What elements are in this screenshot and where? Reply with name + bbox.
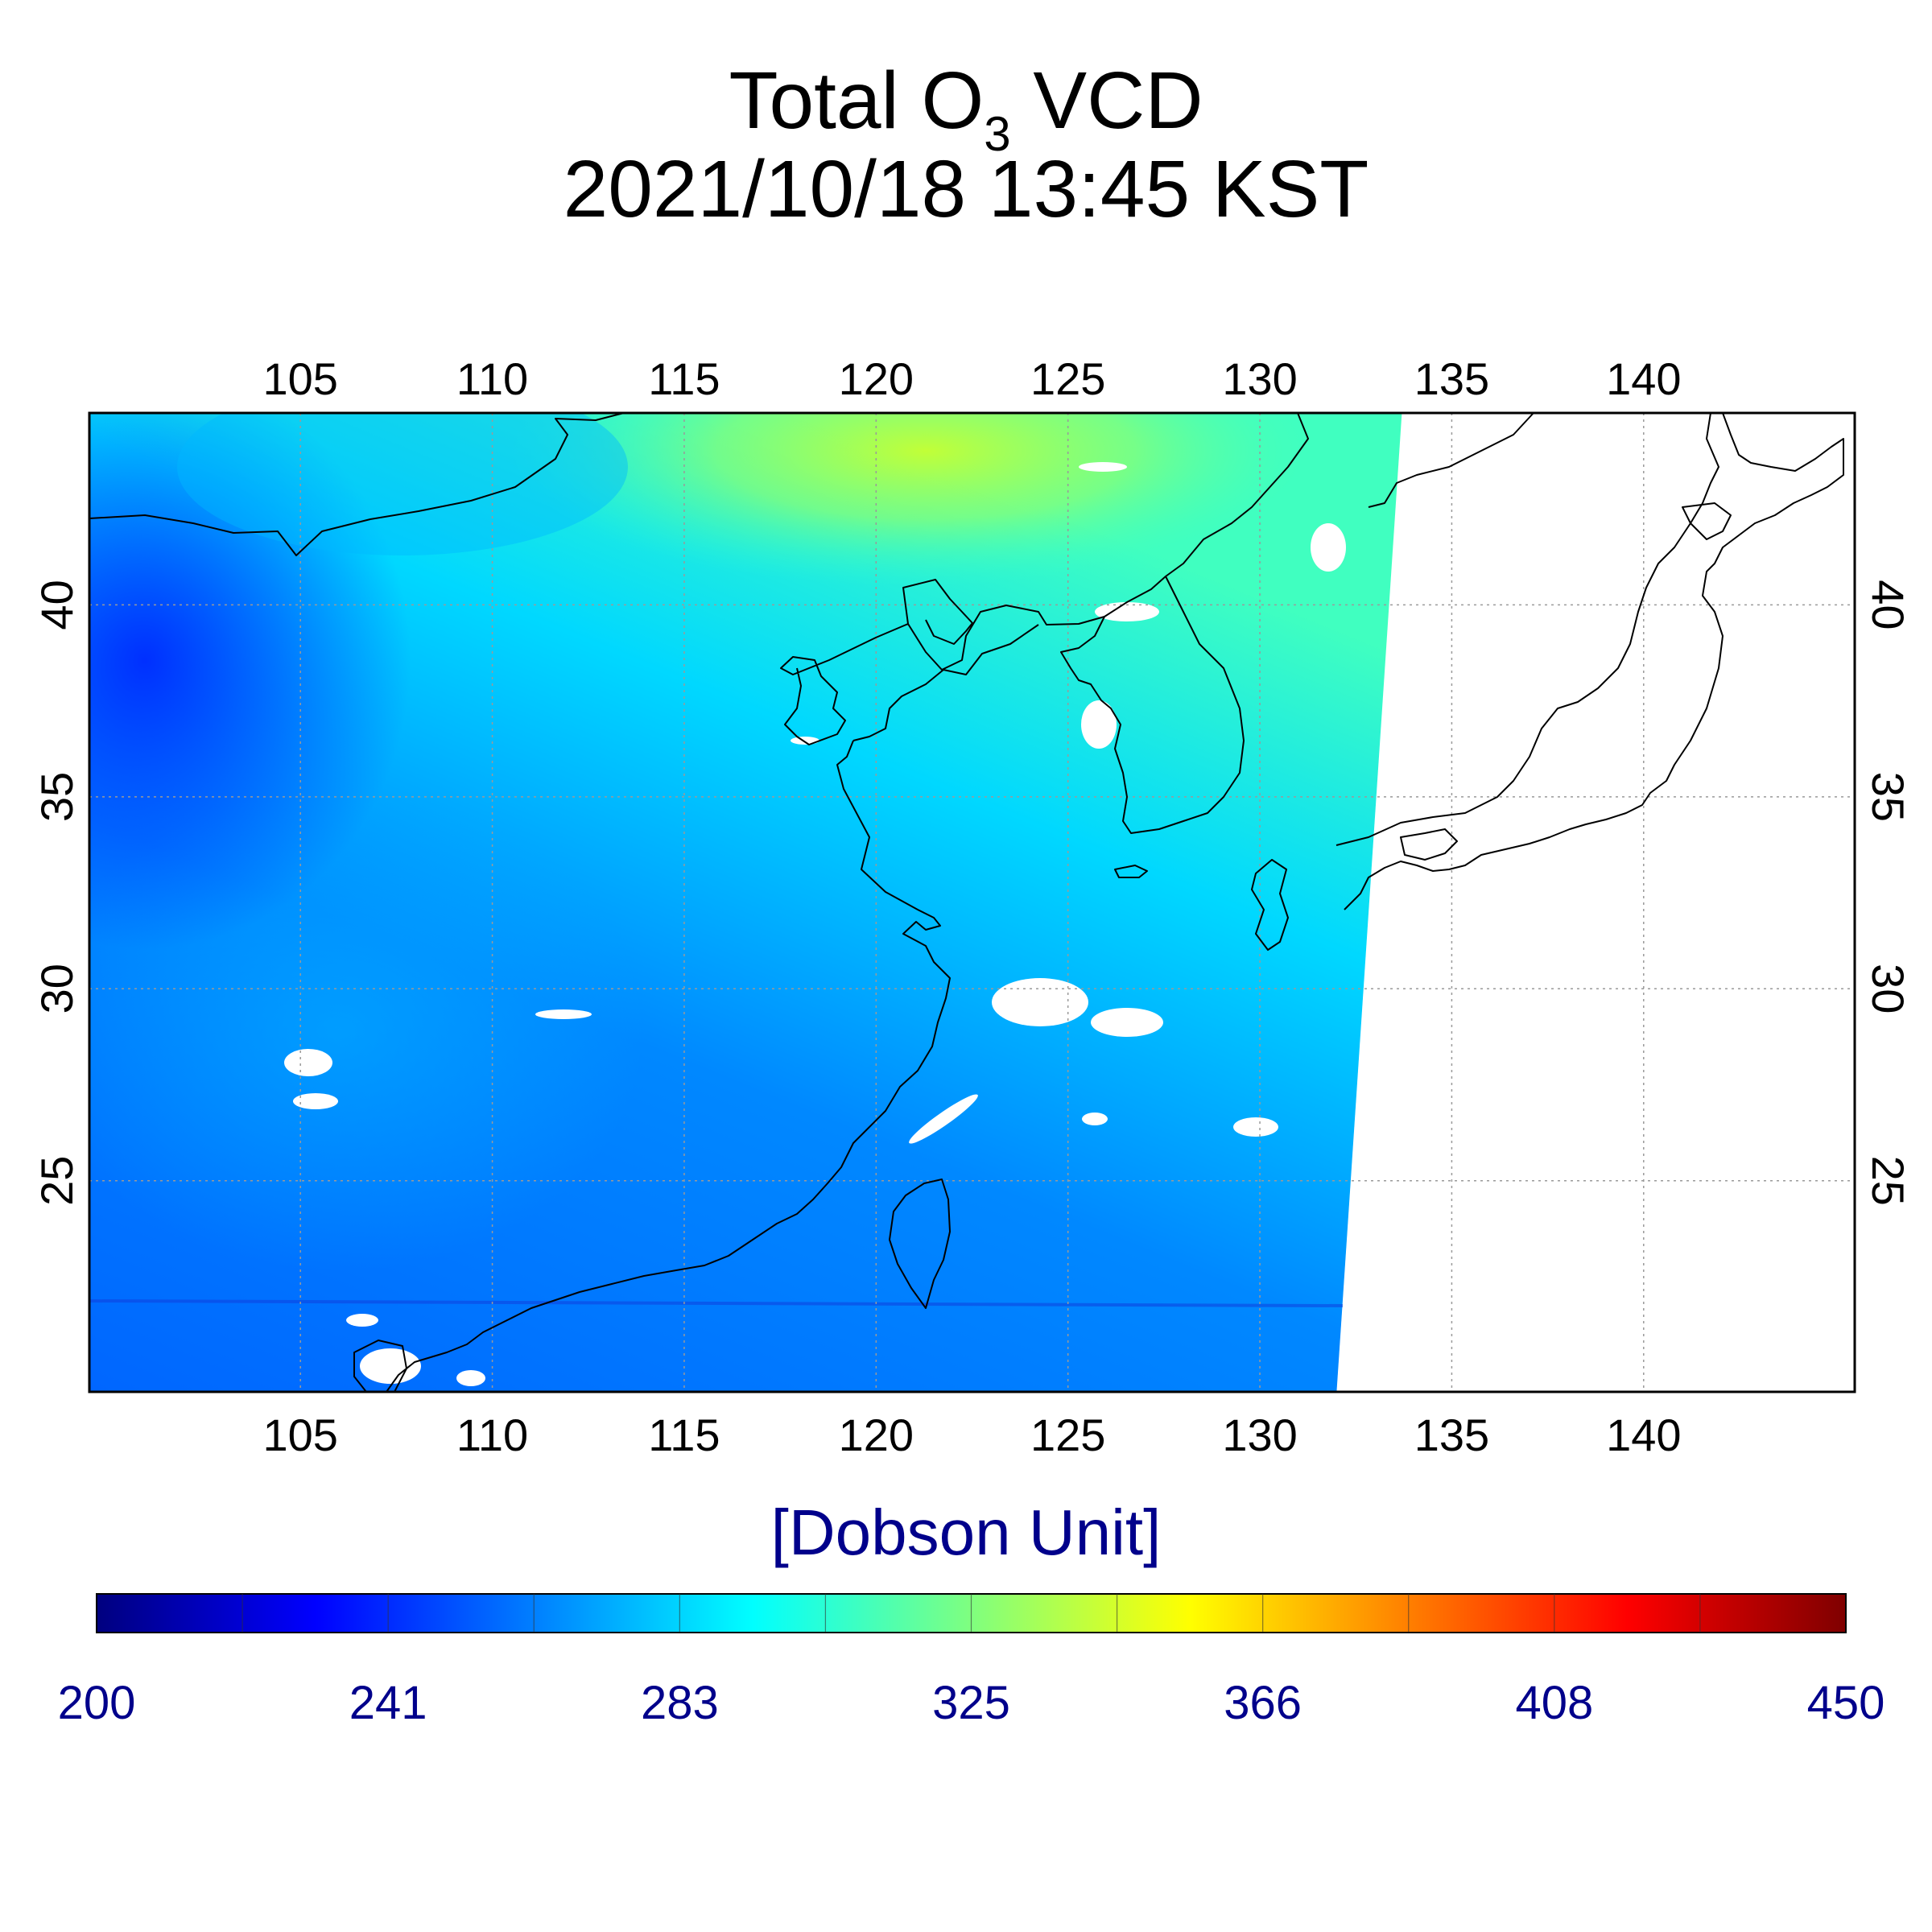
colorbar-tick-label: 408 xyxy=(1515,1677,1593,1729)
coastline-mainland xyxy=(89,412,1309,1393)
lat-tick-label-left: 30 xyxy=(31,964,82,1013)
colorbar-tick-label: 283 xyxy=(641,1677,719,1729)
swath-seam xyxy=(89,1299,1344,1307)
lat-tick-label-left: 25 xyxy=(31,1156,82,1206)
coastline-japan xyxy=(1335,412,1844,910)
lat-tick-label-left: 35 xyxy=(31,772,82,822)
title-suffix: VCD xyxy=(1010,56,1203,146)
coastline-hainan xyxy=(353,1340,407,1393)
colorbar-tick-label: 366 xyxy=(1224,1677,1302,1729)
missing-data-areas xyxy=(284,462,1346,1386)
title-line-2: 2021/10/18 13:45 KST xyxy=(563,144,1369,234)
lat-tick-label-right: 25 xyxy=(1863,1156,1913,1206)
ozone-anomalies xyxy=(89,413,1344,1272)
coastline-hokkaido-south xyxy=(1682,502,1732,540)
colorbar-tick-label: 241 xyxy=(349,1677,427,1729)
colorbar-unit-label: [Dobson Unit] xyxy=(770,1496,1162,1568)
longitude-tick-labels-top: 105 110 115 120 125 130 135 140 xyxy=(262,353,1681,404)
colorbar-dividers xyxy=(242,1594,1701,1633)
coastlines xyxy=(89,412,1844,1393)
plot-frame xyxy=(88,411,1856,1393)
coastline-korea xyxy=(1060,576,1245,834)
lon-tick-label-top: 115 xyxy=(648,353,720,404)
coastline-kyushu xyxy=(1251,859,1289,951)
colorbar-tick-label: 200 xyxy=(58,1677,136,1729)
lat-tick-label-left: 40 xyxy=(31,580,82,630)
lon-tick-label-bottom: 140 xyxy=(1606,1410,1681,1460)
lon-tick-label-top: 130 xyxy=(1222,353,1297,404)
lon-tick-label-bottom: 115 xyxy=(648,1410,720,1460)
lon-tick-label-bottom: 120 xyxy=(839,1410,914,1460)
lon-tick-label-top: 120 xyxy=(839,353,914,404)
lon-tick-label-bottom: 125 xyxy=(1030,1410,1105,1460)
title-subscript: 3 xyxy=(984,107,1011,161)
coastline-shikoku xyxy=(1400,828,1458,861)
lon-tick-label-top: 110 xyxy=(456,353,528,404)
colorbar-tick-label: 450 xyxy=(1807,1677,1885,1729)
lon-tick-label-top: 135 xyxy=(1414,353,1489,404)
lon-tick-label-top: 140 xyxy=(1606,353,1681,404)
graticule xyxy=(89,413,1855,1392)
ozone-field xyxy=(89,413,1402,1392)
coastline-taiwan xyxy=(889,1179,951,1309)
lat-tick-label-right: 40 xyxy=(1863,580,1913,630)
latitude-tick-labels-left: 25 30 35 40 xyxy=(31,580,82,1206)
coastline-bohai xyxy=(852,624,1039,741)
coastline-sakhalin xyxy=(1368,412,1534,508)
lon-tick-label-bottom: 130 xyxy=(1222,1410,1297,1460)
longitude-tick-labels-bottom: 105 110 115 120 125 130 135 140 xyxy=(262,1410,1681,1460)
coastline-jeju xyxy=(1114,865,1148,878)
lon-tick-label-bottom: 105 xyxy=(262,1410,337,1460)
colorbar-tick-labels: 200 241 283 325 366 408 450 xyxy=(58,1677,1885,1729)
lon-tick-label-bottom: 135 xyxy=(1414,1410,1489,1460)
latitude-tick-labels-right: 25 30 35 40 xyxy=(1863,580,1913,1206)
lat-tick-label-right: 30 xyxy=(1863,964,1913,1013)
title-line-1: Total O3 VCD xyxy=(0,56,1932,159)
chart-title: Total O3 VCD 2021/10/18 13:45 KST xyxy=(0,56,1932,233)
lat-tick-label-right: 35 xyxy=(1863,772,1913,822)
title-prefix: Total O xyxy=(729,56,985,146)
lon-tick-label-top: 105 xyxy=(262,353,337,404)
lon-tick-label-bottom: 110 xyxy=(456,1410,528,1460)
colorbar-tick-label: 325 xyxy=(932,1677,1010,1729)
lon-tick-label-top: 125 xyxy=(1030,353,1105,404)
